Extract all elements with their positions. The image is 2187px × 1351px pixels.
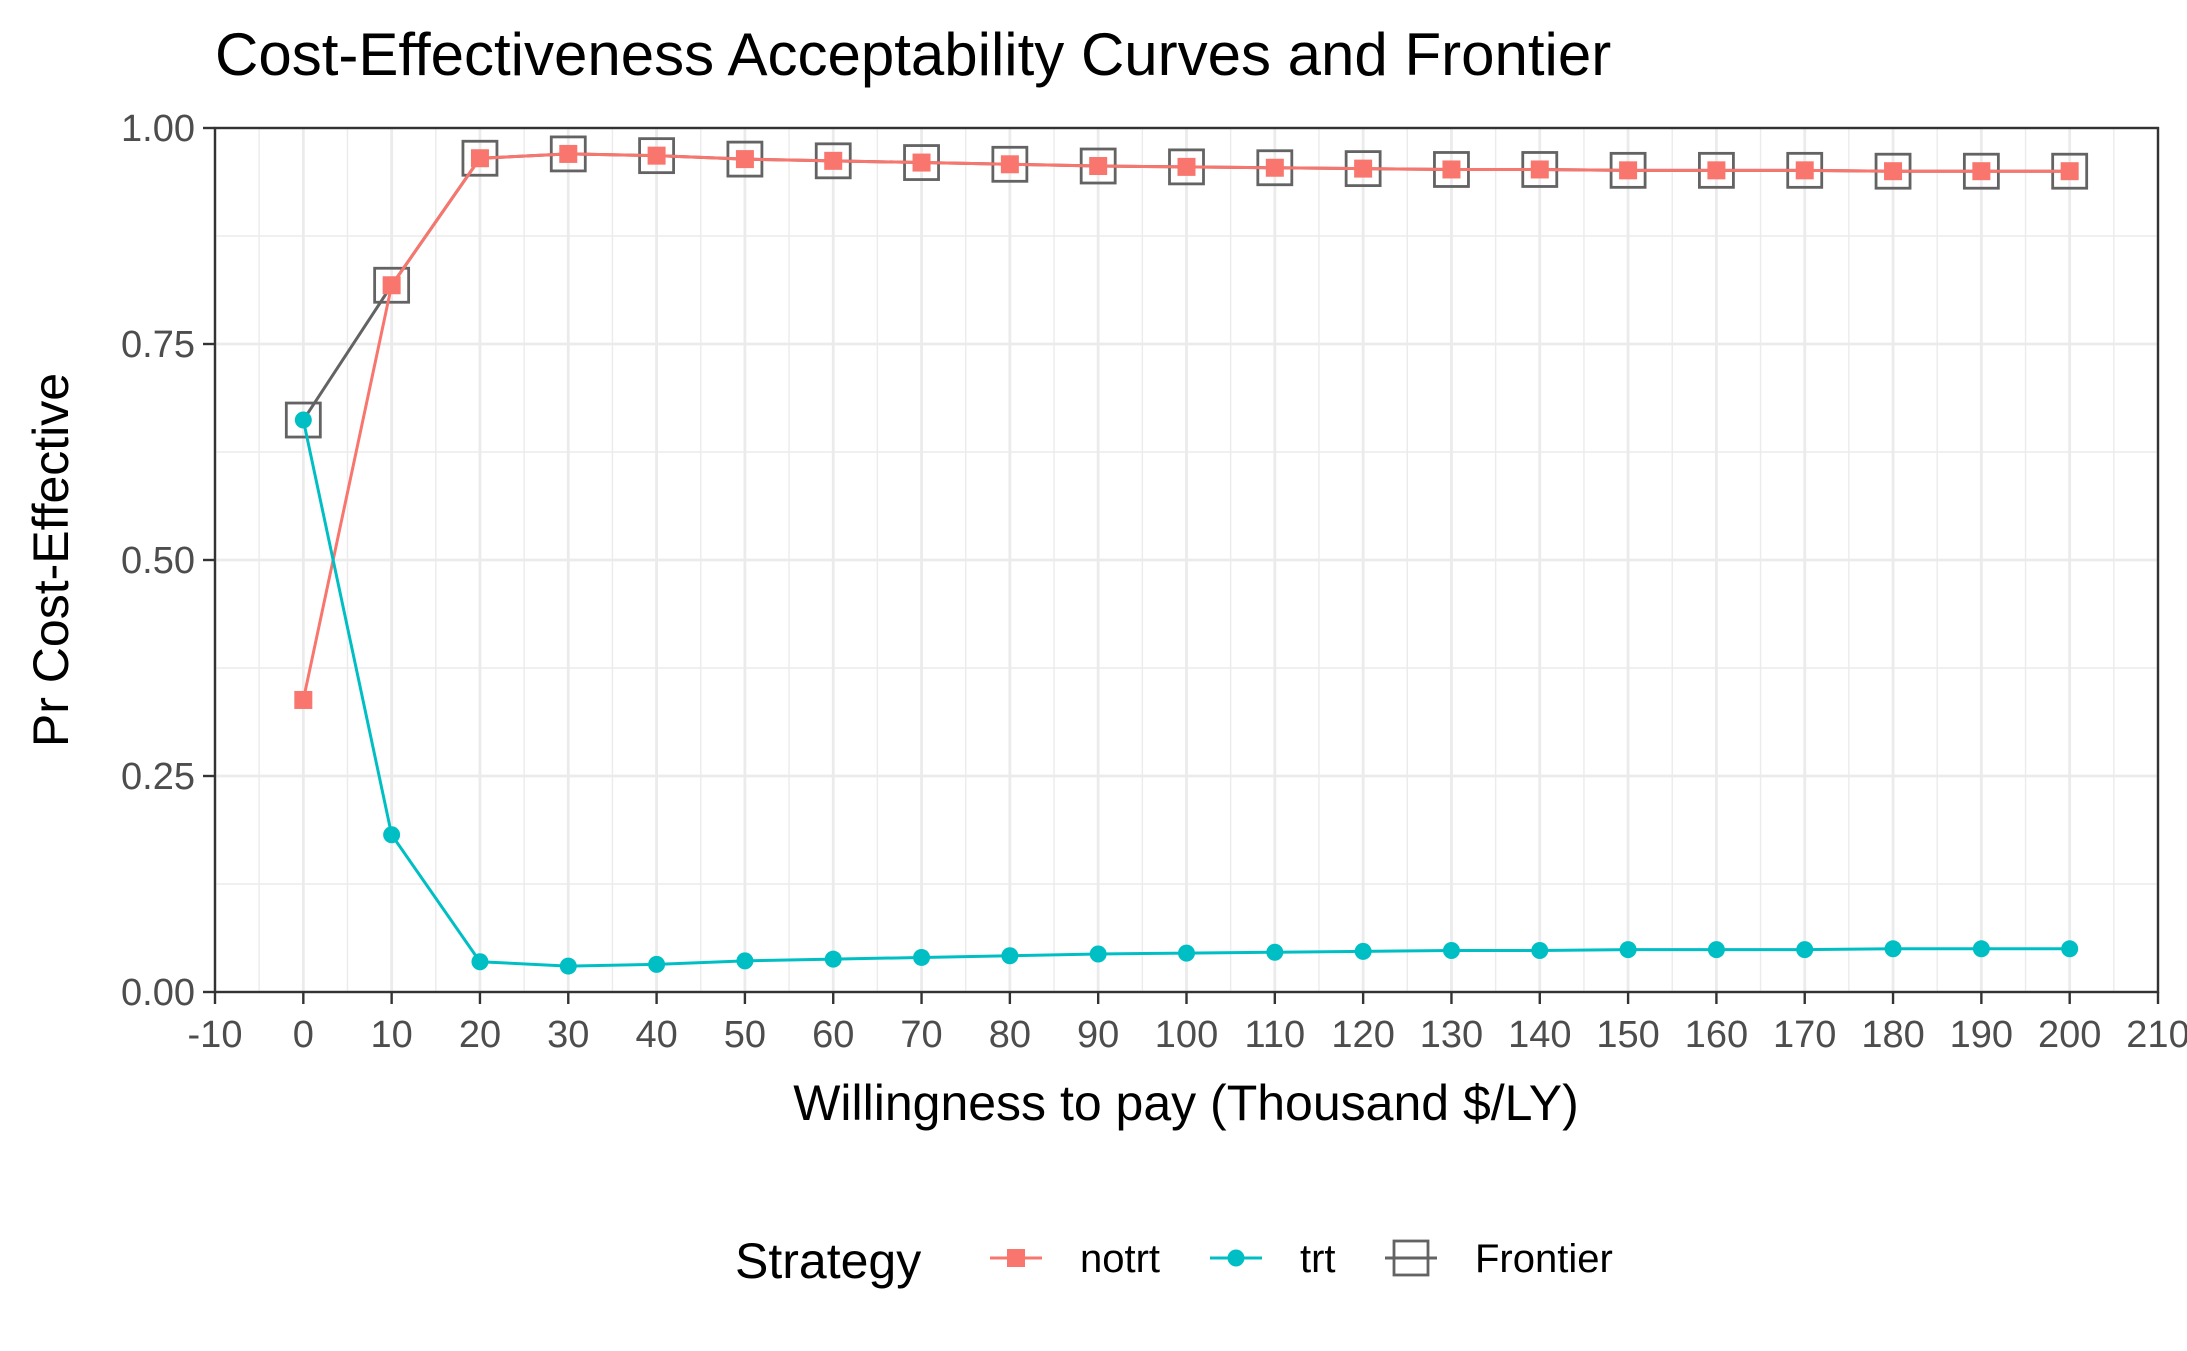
data-point-notrt bbox=[1265, 158, 1284, 177]
data-point-trt bbox=[1531, 942, 1549, 960]
x-tick-label: 30 bbox=[547, 1014, 589, 1056]
data-point-notrt bbox=[912, 153, 931, 172]
y-tick-label: 0.25 bbox=[121, 756, 195, 798]
x-tick-label: 160 bbox=[1685, 1014, 1748, 1056]
data-point-trt bbox=[559, 957, 577, 975]
data-point-frontier bbox=[373, 266, 411, 304]
data-point-trt bbox=[824, 950, 842, 968]
data-point-notrt bbox=[470, 149, 489, 168]
y-tick-label: 0.75 bbox=[121, 324, 195, 366]
legend: Strategy notrt trt Frontier bbox=[735, 1233, 1613, 1289]
x-tick-label: 110 bbox=[1245, 1014, 1306, 1056]
x-tick-label: 180 bbox=[1861, 1014, 1924, 1056]
chart-title: Cost-Effectiveness Acceptability Curves … bbox=[215, 21, 1611, 88]
y-axis: 0.00 0.25 0.50 0.75 1.00 bbox=[121, 108, 215, 1014]
x-tick-label: 140 bbox=[1508, 1014, 1571, 1056]
x-tick-label: 100 bbox=[1155, 1014, 1218, 1056]
data-point-notrt bbox=[1884, 162, 1903, 181]
data-point-notrt bbox=[382, 276, 401, 295]
data-point-trt bbox=[2061, 940, 2079, 958]
x-tick-label: 120 bbox=[1331, 1014, 1394, 1056]
data-point-notrt bbox=[1972, 162, 1991, 181]
data-point-notrt bbox=[647, 146, 666, 165]
y-tick-label: 0.00 bbox=[121, 972, 195, 1014]
y-axis-title: Pr Cost-Effective bbox=[23, 373, 79, 747]
data-point-notrt bbox=[294, 690, 313, 709]
data-point-trt bbox=[1266, 943, 1284, 961]
x-tick-label: 70 bbox=[900, 1014, 942, 1056]
x-axis-title: Willingness to pay (Thousand $/LY) bbox=[793, 1075, 1579, 1131]
legend-key-marker-frontier bbox=[1392, 1239, 1430, 1277]
legend-key-marker-trt bbox=[1227, 1249, 1245, 1267]
major-grid bbox=[213, 126, 2160, 994]
data-point-trt bbox=[294, 411, 312, 429]
data-point-trt bbox=[736, 952, 754, 970]
y-tick-label: 0.50 bbox=[121, 540, 195, 582]
x-tick-label: 60 bbox=[812, 1014, 854, 1056]
data-point-notrt bbox=[2060, 162, 2079, 181]
data-point-notrt bbox=[824, 151, 843, 170]
data-point-notrt bbox=[1000, 155, 1019, 174]
data-point-notrt bbox=[559, 144, 578, 163]
x-tick-label: 90 bbox=[1077, 1014, 1119, 1056]
x-axis: -10 0 10 20 30 40 50 60 70 80 90 100 110 120 130 140 150… bbox=[188, 992, 2187, 1056]
legend-label-trt: trt bbox=[1300, 1237, 1336, 1281]
data-point-notrt bbox=[1530, 160, 1549, 179]
data-point-trt bbox=[1707, 941, 1725, 959]
data-point-trt bbox=[471, 953, 489, 971]
x-tick-label: 210 bbox=[2126, 1014, 2187, 1056]
x-tick-label: 20 bbox=[459, 1014, 501, 1056]
x-tick-label: 170 bbox=[1773, 1014, 1836, 1056]
data-point-trt bbox=[1619, 941, 1637, 959]
data-point-frontier bbox=[284, 401, 322, 439]
data-point-trt bbox=[383, 826, 401, 844]
data-point-notrt bbox=[1707, 161, 1726, 180]
data-point-trt bbox=[1884, 940, 1902, 958]
data-point-trt bbox=[1089, 945, 1107, 963]
x-tick-label: 50 bbox=[724, 1014, 766, 1056]
x-tick-label: 200 bbox=[2038, 1014, 2101, 1056]
y-tick-label: 1.00 bbox=[121, 108, 195, 150]
legend-title: Strategy bbox=[735, 1233, 921, 1289]
data-point-trt bbox=[1442, 942, 1460, 960]
data-point-notrt bbox=[1442, 160, 1461, 179]
data-point-trt bbox=[648, 955, 666, 973]
data-point-trt bbox=[1178, 944, 1195, 962]
x-tick-label: -10 bbox=[188, 1014, 243, 1056]
data-point-notrt bbox=[1089, 157, 1108, 176]
data-point-trt bbox=[913, 948, 931, 966]
x-tick-label: 190 bbox=[1950, 1014, 2013, 1056]
x-tick-label: 0 bbox=[293, 1014, 314, 1056]
data-point-trt bbox=[1354, 942, 1372, 960]
data-point-notrt bbox=[1354, 159, 1373, 178]
data-point-trt bbox=[1972, 940, 1990, 958]
data-point-notrt bbox=[1795, 161, 1814, 180]
series-layer bbox=[284, 135, 2089, 975]
data-point-notrt bbox=[1619, 161, 1638, 180]
x-tick-label: 40 bbox=[635, 1014, 677, 1056]
legend-label-frontier: Frontier bbox=[1475, 1237, 1613, 1281]
x-tick-label: 150 bbox=[1596, 1014, 1659, 1056]
x-tick-label: 10 bbox=[370, 1014, 412, 1056]
legend-key-marker-notrt bbox=[1007, 1249, 1025, 1267]
x-tick-label: 80 bbox=[989, 1014, 1031, 1056]
data-point-notrt bbox=[1177, 157, 1196, 176]
data-point-notrt bbox=[735, 150, 754, 169]
data-point-trt bbox=[1796, 941, 1814, 959]
data-point-trt bbox=[1001, 947, 1019, 965]
x-tick-label: 130 bbox=[1420, 1014, 1483, 1056]
legend-label-notrt: notrt bbox=[1080, 1237, 1160, 1281]
